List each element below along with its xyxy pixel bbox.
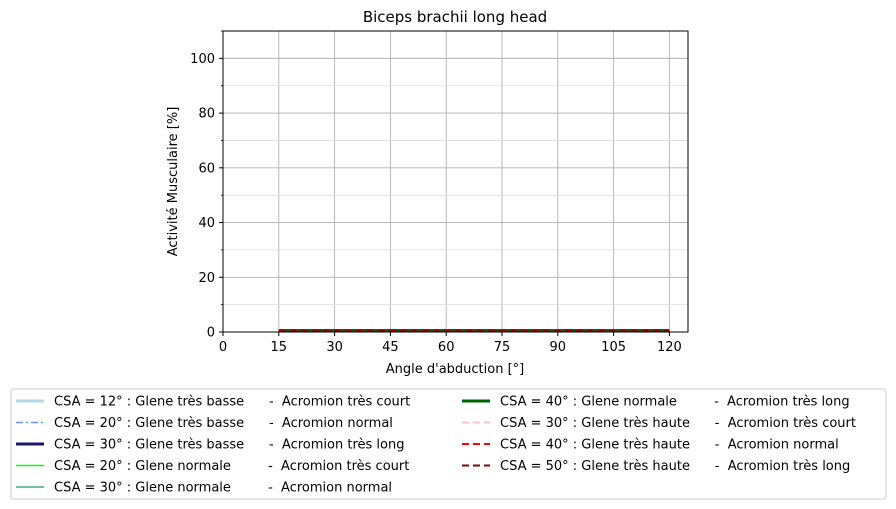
x-tick-label: 90 (550, 340, 567, 355)
legend-label-8: CSA = 40° : Glene très haute - Acromion … (500, 438, 839, 453)
legend: CSA = 12° : Glene très basse - Acromion … (10, 388, 887, 500)
y-tick-label: 100 (190, 52, 215, 67)
x-tick-label: 30 (326, 340, 343, 355)
x-axis-label: Angle d'abduction [°] (386, 362, 525, 377)
legend-label-2: CSA = 20° : Glene très basse - Acromion … (54, 416, 393, 431)
x-tick-label: 45 (382, 340, 399, 355)
legend-label-1: CSA = 12° : Glene très basse - Acromion … (54, 395, 410, 410)
legend-label-7: CSA = 30° : Glene très haute - Acromion … (500, 416, 856, 431)
plot-frame (222, 30, 689, 333)
legend-frame (10, 388, 887, 500)
y-tick-label: 0 (207, 326, 215, 341)
chart-title: Biceps brachii long head (363, 8, 547, 26)
ticks: 0 15 30 45 60 75 90 105 120 0 20 40 60 80 100 (190, 30, 682, 355)
legend-label-4: CSA = 20° : Glene normale - Acromion trè… (54, 459, 409, 474)
y-tick-label: 60 (198, 161, 215, 176)
x-tick-label: 15 (271, 340, 288, 355)
y-tick-label: 40 (198, 216, 215, 231)
y-tick-label: 80 (198, 107, 215, 122)
legend-label-6: CSA = 40° : Glene normale - Acromion trè… (500, 395, 850, 410)
legend-label-9: CSA = 50° : Glene très haute - Acromion … (500, 459, 850, 474)
legend-label-3: CSA = 30° : Glene très basse - Acromion … (54, 438, 404, 453)
x-tick-label: 0 (219, 340, 227, 355)
x-tick-label: 120 (657, 340, 682, 355)
legend-label-5: CSA = 30° : Glene normale - Acromion nor… (54, 481, 392, 496)
x-tick-label: 105 (601, 340, 626, 355)
grid (222, 30, 688, 333)
y-axis-label: Activité Musculaire [%] (166, 107, 181, 257)
y-tick-label: 20 (198, 271, 215, 286)
x-tick-label: 60 (438, 340, 455, 355)
x-tick-label: 75 (494, 340, 511, 355)
